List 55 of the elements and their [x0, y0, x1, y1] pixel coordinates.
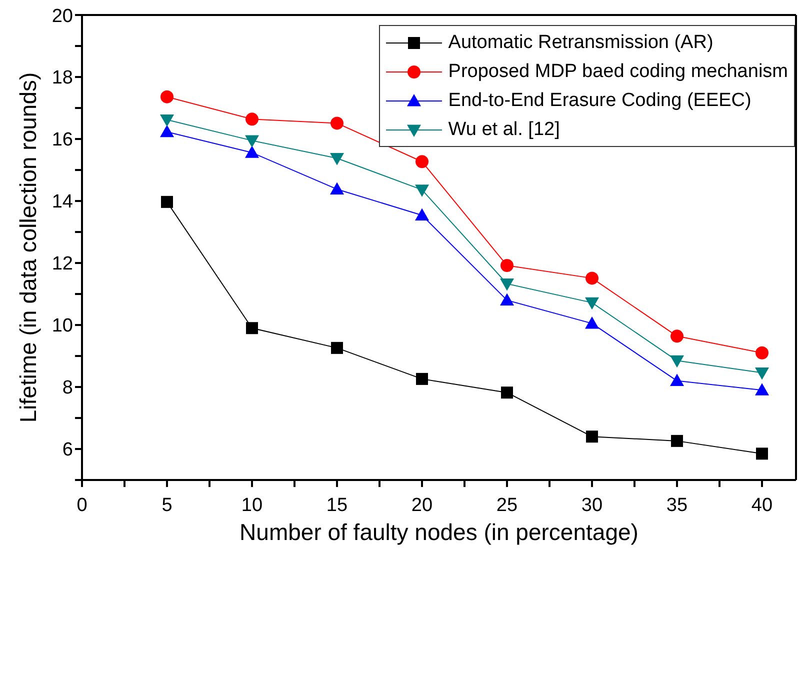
point — [416, 155, 428, 168]
point — [670, 330, 684, 343]
y-tick-label: 6 — [62, 440, 73, 461]
point — [330, 182, 344, 194]
point — [246, 112, 258, 126]
point — [670, 355, 684, 368]
y-tick-label: 10 — [52, 316, 73, 337]
point — [756, 448, 768, 460]
point — [500, 278, 514, 291]
y-tick-label: 14 — [52, 192, 74, 213]
x-tick-label: 0 — [76, 495, 88, 516]
point — [330, 116, 344, 130]
legend-label: End-to-End Erasure Coding (EEEC) — [448, 90, 752, 112]
point — [245, 146, 259, 158]
legend-label: Automatic Retransmission (AR) — [448, 32, 714, 54]
point — [416, 372, 428, 385]
point — [671, 434, 683, 447]
point — [160, 90, 174, 104]
point — [670, 374, 684, 386]
point — [246, 322, 258, 334]
x-axis-title: Number of faulty nodes (in percentage) — [240, 519, 638, 545]
y-tick-label: 18 — [52, 68, 73, 89]
point — [755, 367, 769, 380]
point — [500, 258, 514, 272]
x-tick-label: 15 — [326, 495, 348, 516]
point — [501, 386, 513, 399]
point — [415, 208, 429, 221]
point — [756, 346, 768, 360]
y-tick-label: 8 — [62, 378, 73, 399]
x-tick-label: 40 — [751, 495, 773, 516]
point — [330, 152, 344, 166]
y-axis-title: Lifetime (in data collection rounds) — [15, 72, 42, 423]
point — [331, 342, 343, 354]
x-tick-label: 25 — [496, 495, 518, 516]
point — [585, 316, 599, 329]
point — [500, 293, 514, 306]
point — [585, 297, 599, 310]
x-tick-label: 30 — [581, 495, 603, 516]
point — [415, 184, 429, 197]
point — [160, 124, 174, 138]
point — [160, 114, 174, 127]
point — [586, 272, 598, 285]
point — [755, 383, 769, 396]
x-tick-label: 10 — [241, 495, 263, 516]
x-tick-label: 5 — [162, 495, 172, 516]
y-tick-label: 20 — [52, 6, 73, 27]
y-tick-label: 12 — [52, 254, 73, 275]
point — [586, 430, 598, 443]
legend-label: Wu et al. [12] — [448, 118, 560, 140]
x-tick-label: 35 — [666, 495, 688, 516]
point — [245, 135, 259, 148]
point — [161, 196, 173, 208]
x-tick-label: 20 — [411, 495, 433, 516]
y-tick-label: 16 — [52, 130, 73, 151]
legend-label: Proposed MDP baed coding mechanism — [448, 60, 788, 82]
